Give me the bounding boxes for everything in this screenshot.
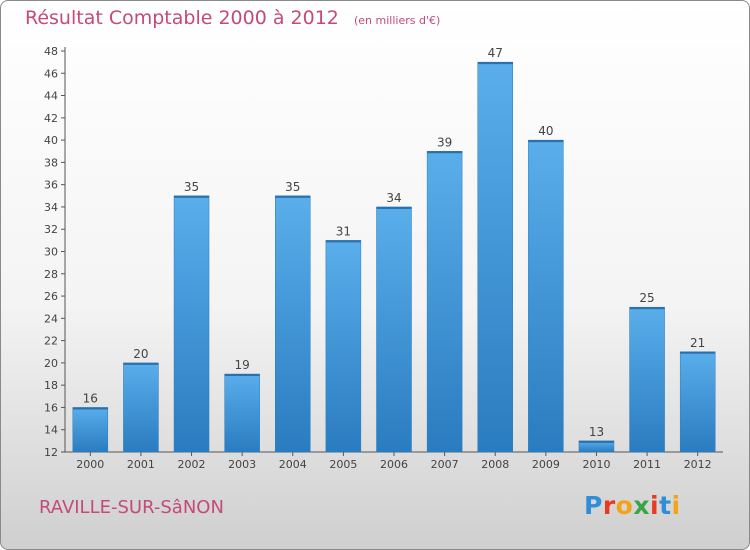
y-tick-label: 42 [44, 112, 58, 125]
x-tick-label: 2005 [329, 458, 357, 471]
y-tick-label: 24 [44, 312, 58, 325]
x-tick-label: 2008 [481, 458, 509, 471]
bar-value-label: 25 [639, 291, 654, 305]
logo-letter: P [584, 491, 603, 520]
bar-value-label: 35 [285, 180, 300, 194]
bar-top-edge [123, 362, 159, 365]
bar-value-label: 34 [386, 191, 401, 205]
x-tick-label: 2009 [532, 458, 560, 471]
bar-value-label: 40 [538, 124, 553, 138]
bar-top-edge [578, 440, 614, 443]
y-tick-label: 12 [44, 446, 58, 459]
x-tick-label: 2007 [431, 458, 459, 471]
bar-value-label: 47 [488, 46, 503, 60]
y-tick-label: 14 [44, 424, 58, 437]
bar-value-label: 20 [133, 347, 148, 361]
y-tick-label: 18 [44, 379, 58, 392]
logo-letter: o [615, 491, 634, 520]
x-tick-label: 2000 [76, 458, 104, 471]
y-tick-label: 48 [44, 45, 58, 58]
chart-title: Résultat Comptable 2000 à 2012 [25, 7, 339, 29]
y-tick-label: 38 [44, 156, 58, 169]
x-tick-label: 2002 [178, 458, 206, 471]
bar [72, 407, 109, 453]
bar [679, 351, 716, 453]
chart-title-block: Résultat Comptable 2000 à 2012 (en milli… [25, 7, 440, 29]
bar-value-label: 19 [235, 358, 250, 372]
x-tick-label: 2003 [228, 458, 256, 471]
bar-top-edge [528, 140, 564, 143]
logo-letter: r [602, 491, 616, 520]
bar [528, 139, 564, 453]
logo-letter: i [650, 491, 660, 520]
y-tick-label: 36 [44, 179, 58, 192]
bar-top-edge [72, 407, 108, 410]
logo-letter: i [671, 491, 681, 520]
x-tick-label: 2006 [380, 458, 408, 471]
x-tick-label: 2012 [684, 458, 712, 471]
bar-top-edge [629, 307, 665, 310]
bar-value-label: 13 [589, 425, 604, 439]
y-tick-label: 20 [44, 357, 58, 370]
bar [173, 195, 210, 453]
bar-top-edge [680, 351, 716, 354]
bar-top-edge [224, 374, 260, 377]
bar [123, 362, 159, 453]
y-tick-label: 30 [44, 246, 58, 259]
bar-top-edge [477, 62, 513, 65]
proxiti-logo: Proxiti [584, 491, 681, 520]
bar [275, 195, 311, 453]
bar [224, 373, 260, 453]
bar-top-edge [427, 151, 463, 154]
bar-top-edge [325, 240, 361, 243]
y-tick-label: 16 [44, 401, 58, 414]
x-tick-label: 2004 [279, 458, 307, 471]
bar-value-label: 35 [184, 180, 199, 194]
chart-labels: 16 2000 20 2001 35 2002 19 2003 35 2004 31 2005 34 20… [76, 46, 711, 471]
logo-letter: t [659, 491, 672, 520]
bar [426, 151, 463, 453]
bar-top-edge [376, 206, 412, 209]
bar [477, 61, 513, 453]
bar [629, 306, 665, 453]
bar-value-label: 21 [690, 336, 705, 350]
bar-top-edge [174, 195, 210, 198]
bar-value-label: 39 [437, 135, 452, 149]
y-tick-label: 26 [44, 290, 58, 303]
commune-name: RAVILLE-SUR-SâNON [39, 497, 224, 518]
y-tick-label: 28 [44, 268, 58, 281]
y-tick-label: 46 [44, 67, 58, 80]
bar [325, 240, 362, 453]
bar-top-edge [275, 195, 311, 198]
y-tick-label: 34 [44, 201, 58, 214]
y-tick-label: 40 [44, 134, 58, 147]
chart-unit: (en milliers d'€) [353, 14, 441, 27]
x-tick-label: 2011 [633, 458, 661, 471]
x-tick-label: 2001 [127, 458, 155, 471]
y-tick-label: 32 [44, 223, 58, 236]
chart-bars [72, 61, 716, 453]
x-tick-label: 2010 [582, 458, 610, 471]
bar-value-label: 16 [83, 391, 98, 405]
bar-value-label: 31 [336, 224, 351, 238]
logo-letter: x [633, 491, 650, 520]
y-tick-label: 44 [44, 90, 58, 103]
y-tick-label: 22 [44, 335, 58, 348]
bar [376, 206, 412, 453]
